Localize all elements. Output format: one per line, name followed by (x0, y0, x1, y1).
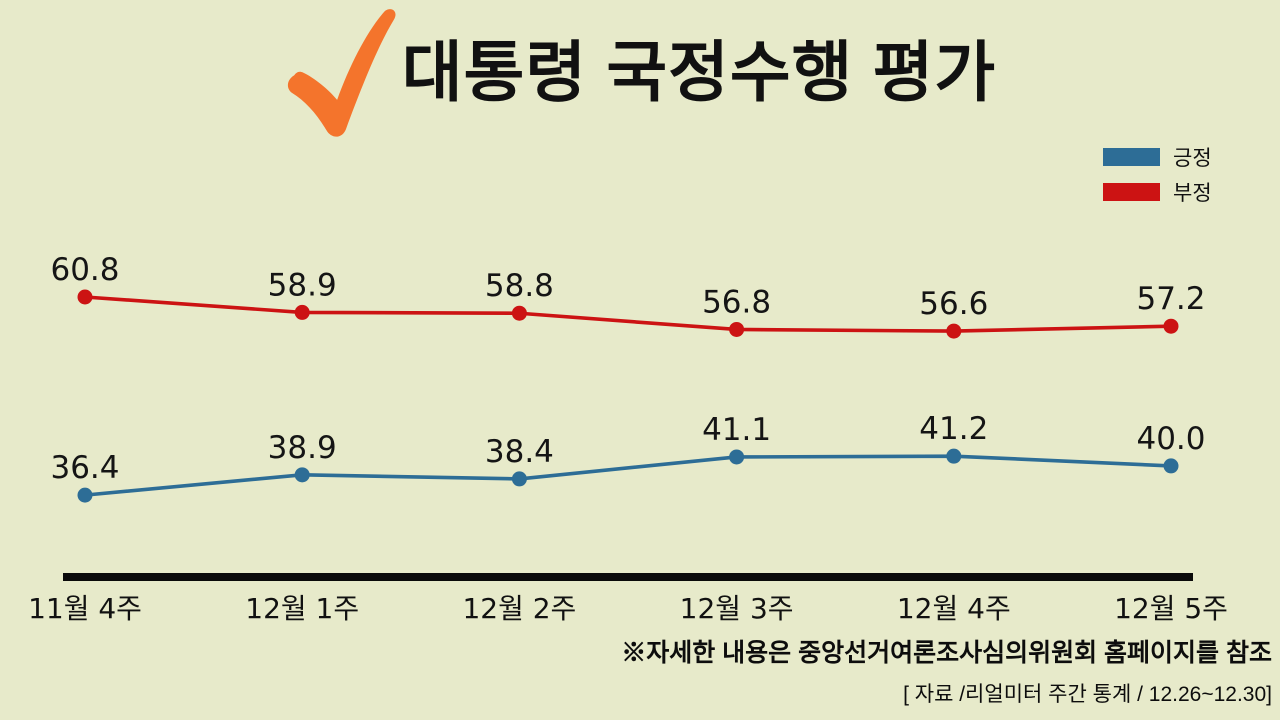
data-label-positive: 36.4 (50, 450, 119, 486)
check-icon (284, 6, 402, 138)
series-line-positive (84, 454, 1172, 497)
data-point-positive (946, 448, 962, 464)
data-label-negative: 58.9 (268, 267, 337, 303)
data-label-positive: 41.2 (919, 411, 988, 447)
legend-label-positive: 긍정 (1173, 147, 1212, 170)
x-axis-label: 11월 4주 (28, 592, 142, 625)
x-axis-label: 12월 2주 (462, 592, 576, 625)
data-label-negative: 56.6 (919, 286, 988, 322)
check-icon-svg (287, 9, 396, 137)
legend: 긍정 부정 (1103, 142, 1212, 212)
x-axis-label: 12월 3주 (680, 592, 794, 625)
data-label-positive: 38.9 (268, 430, 337, 466)
data-point-negative (1163, 318, 1179, 334)
data-point-negative (77, 289, 93, 305)
data-point-negative (946, 323, 962, 339)
series-line-negative (84, 295, 1172, 333)
footnote-source-note: ※자세한 내용은 중앙선거여론조사심의위원회 홈페이지를 참조 (621, 639, 1272, 667)
data-point-positive (294, 467, 310, 483)
x-axis-label: 12월 1주 (245, 592, 359, 625)
data-label-negative: 56.8 (702, 284, 771, 320)
data-label-positive: 41.1 (702, 412, 771, 448)
data-point-negative (511, 305, 527, 321)
page-title: 대통령 국정수행 평가 (401, 35, 997, 109)
legend-item-positive: 긍정 (1103, 142, 1212, 172)
data-label-negative: 58.8 (485, 268, 554, 304)
data-label-negative: 57.2 (1136, 281, 1205, 317)
data-point-positive (511, 471, 527, 487)
data-label-negative: 60.8 (50, 252, 119, 288)
negative-swatch (1103, 183, 1160, 201)
data-label-positive: 38.4 (485, 434, 554, 470)
header: 대통령 국정수행 평가 (0, 0, 1280, 138)
legend-label-negative: 부정 (1173, 182, 1212, 205)
footnote: ※자세한 내용은 중앙선거여론조사심의위원회 홈페이지를 참조 [ 자료 /리얼… (621, 633, 1272, 708)
x-axis-line (63, 573, 1193, 581)
legend-item-negative: 부정 (1103, 177, 1212, 207)
x-axis-label: 12월 4주 (897, 592, 1011, 625)
data-point-negative (294, 304, 310, 320)
data-point-positive (1163, 458, 1179, 474)
positive-swatch (1103, 148, 1160, 166)
data-label-positive: 40.0 (1136, 421, 1205, 457)
data-point-positive (729, 449, 745, 465)
data-point-positive (77, 487, 93, 503)
footnote-data-source: [ 자료 /리얼미터 주간 통계 / 12.26~12.30] (903, 683, 1272, 706)
data-point-negative (729, 321, 745, 337)
x-axis-label: 12월 5주 (1114, 592, 1228, 625)
